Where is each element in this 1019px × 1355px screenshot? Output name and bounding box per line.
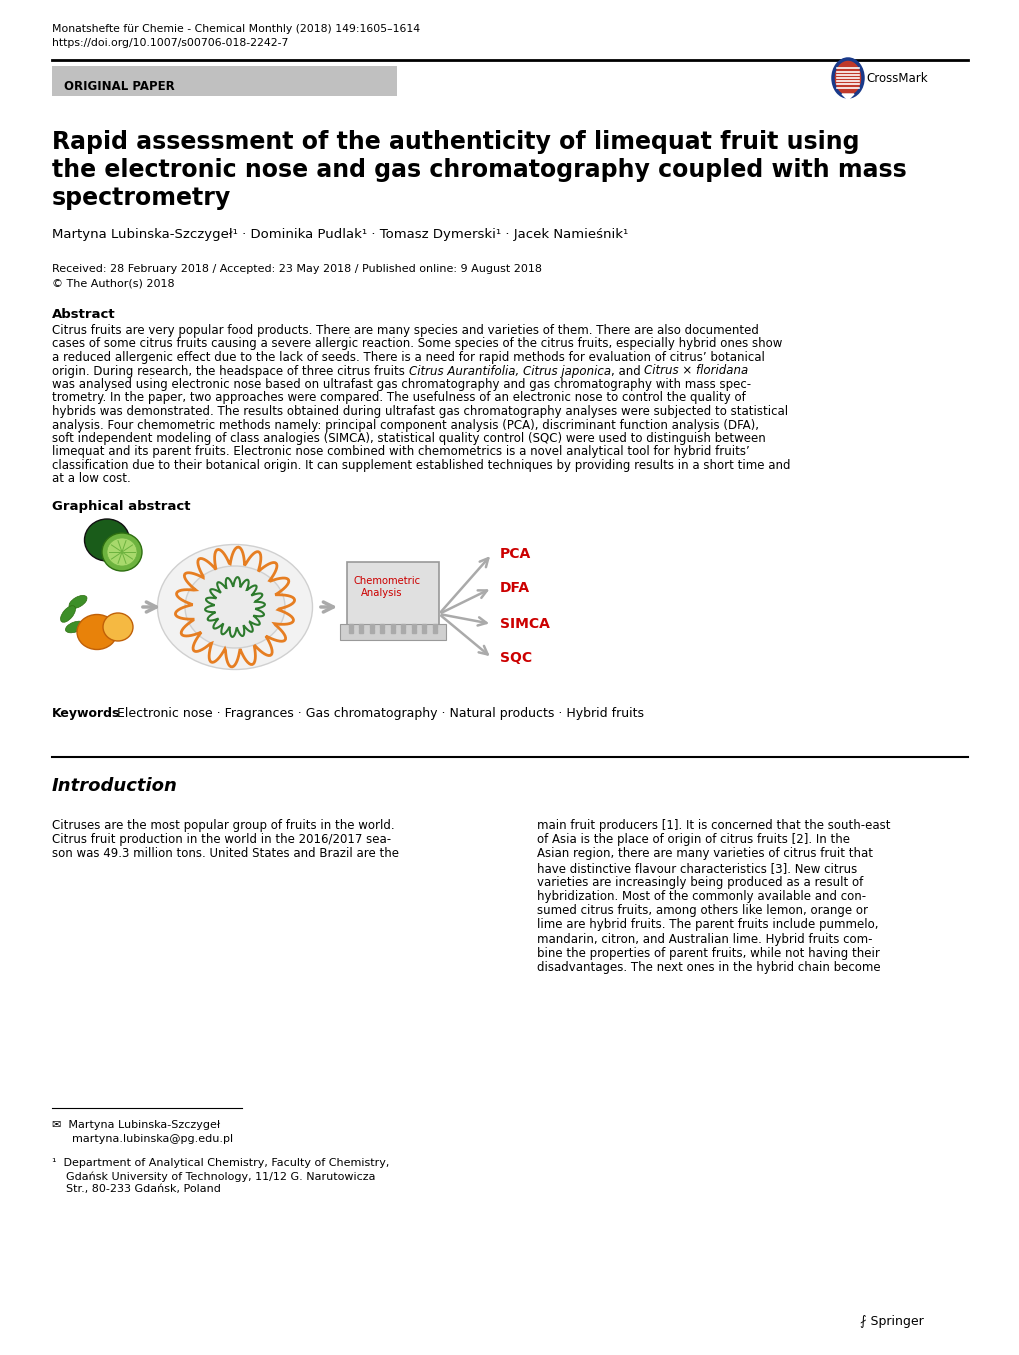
Text: soft independent modeling of class analogies (SIMCA), statistical quality contro: soft independent modeling of class analo…	[52, 432, 765, 444]
Text: was analysed using electronic nose based on ultrafast gas chromatography and gas: was analysed using electronic nose based…	[52, 378, 750, 392]
Text: PCA: PCA	[499, 547, 531, 561]
Text: Analysis: Analysis	[361, 588, 403, 598]
FancyBboxPatch shape	[339, 625, 445, 640]
Text: Citrus fruits are very popular food products. There are many species and varieti: Citrus fruits are very popular food prod…	[52, 324, 758, 337]
Ellipse shape	[85, 519, 129, 561]
Ellipse shape	[65, 621, 85, 633]
Ellipse shape	[60, 606, 75, 622]
Text: ¹  Department of Analytical Chemistry, Faculty of Chemistry,: ¹ Department of Analytical Chemistry, Fa…	[52, 1159, 389, 1168]
Bar	[52, 66, 396, 96]
Text: Electronic nose · Fragrances · Gas chromatography · Natural products · Hybrid fr: Electronic nose · Fragrances · Gas chrom…	[117, 707, 643, 720]
Text: cases of some citrus fruits causing a severe allergic reaction. Some species of : cases of some citrus fruits causing a se…	[52, 337, 782, 351]
Text: the electronic nose and gas chromatography coupled with mass: the electronic nose and gas chromatograp…	[52, 159, 906, 182]
Text: ORIGINAL PAPER: ORIGINAL PAPER	[64, 80, 174, 92]
Ellipse shape	[69, 595, 87, 608]
Text: Graphical abstract: Graphical abstract	[52, 500, 191, 514]
Text: lime are hybrid fruits. The parent fruits include pummelo,: lime are hybrid fruits. The parent fruit…	[536, 919, 877, 931]
FancyBboxPatch shape	[346, 562, 438, 626]
Text: Citrus × floridana: Citrus × floridana	[644, 364, 748, 378]
Text: SIMCA: SIMCA	[499, 617, 549, 631]
Text: disadvantages. The next ones in the hybrid chain become: disadvantages. The next ones in the hybr…	[536, 961, 879, 974]
Text: analysis. Four chemometric methods namely: principal component analysis (PCA), d: analysis. Four chemometric methods namel…	[52, 419, 758, 431]
Text: mandarin, citron, and Australian lime. Hybrid fruits com-: mandarin, citron, and Australian lime. H…	[536, 932, 871, 946]
Text: hybridization. Most of the commonly available and con-: hybridization. Most of the commonly avai…	[536, 890, 865, 902]
Ellipse shape	[76, 615, 117, 649]
Text: SQC: SQC	[499, 650, 532, 665]
Ellipse shape	[107, 538, 137, 566]
Text: DFA: DFA	[499, 581, 530, 595]
Text: Str., 80-233 Gdańsk, Poland: Str., 80-233 Gdańsk, Poland	[66, 1184, 221, 1194]
Text: classification due to their botanical origin. It can supplement established tech: classification due to their botanical or…	[52, 459, 790, 472]
Text: Citrus fruit production in the world in the 2016/2017 sea-: Citrus fruit production in the world in …	[52, 833, 390, 847]
Text: origin. During research, the headspace of three citrus fruits: origin. During research, the headspace o…	[52, 364, 409, 378]
Text: son was 49.3 million tons. United States and Brazil are the: son was 49.3 million tons. United States…	[52, 847, 398, 860]
Text: Monatshefte für Chemie - Chemical Monthly (2018) 149:1605–1614: Monatshefte für Chemie - Chemical Monthl…	[52, 24, 420, 34]
Text: Gdańsk University of Technology, 11/12 G. Narutowicza: Gdańsk University of Technology, 11/12 G…	[66, 1171, 375, 1182]
Text: of Asia is the place of origin of citrus fruits [2]. In the: of Asia is the place of origin of citrus…	[536, 833, 849, 847]
Text: ✉  Martyna Lubinska-Szczygeł: ✉ Martyna Lubinska-Szczygeł	[52, 1121, 220, 1130]
Text: © The Author(s) 2018: © The Author(s) 2018	[52, 278, 174, 289]
Text: , and: , and	[610, 364, 644, 378]
Text: Martyna Lubinska-Szczygeł¹ · Dominika Pudlak¹ · Tomasz Dymerski¹ · Jacek Namieśn: Martyna Lubinska-Szczygeł¹ · Dominika Pu…	[52, 228, 628, 241]
Text: limequat and its parent fruits. Electronic nose combined with chemometrics is a : limequat and its parent fruits. Electron…	[52, 446, 749, 458]
Text: Abstract: Abstract	[52, 308, 115, 321]
Ellipse shape	[184, 566, 284, 648]
Text: bine the properties of parent fruits, while not having their: bine the properties of parent fruits, wh…	[536, 947, 879, 959]
Text: martyna.lubinska@pg.edu.pl: martyna.lubinska@pg.edu.pl	[72, 1134, 233, 1144]
Text: sumed citrus fruits, among others like lemon, orange or: sumed citrus fruits, among others like l…	[536, 904, 867, 917]
Ellipse shape	[102, 533, 142, 570]
Polygon shape	[841, 93, 853, 100]
Ellipse shape	[103, 612, 132, 641]
Text: at a low cost.: at a low cost.	[52, 473, 130, 485]
Text: trometry. In the paper, two approaches were compared. The usefulness of an elect: trometry. In the paper, two approaches w…	[52, 392, 745, 405]
Text: Introduction: Introduction	[52, 776, 177, 795]
Text: main fruit producers [1]. It is concerned that the south-east: main fruit producers [1]. It is concerne…	[536, 818, 890, 832]
Ellipse shape	[157, 545, 312, 669]
Text: Received: 28 February 2018 / Accepted: 23 May 2018 / Published online: 9 August : Received: 28 February 2018 / Accepted: 2…	[52, 264, 541, 274]
Text: have distinctive flavour characteristics [3]. New citrus: have distinctive flavour characteristics…	[536, 862, 856, 874]
Text: ⨏ Springer: ⨏ Springer	[859, 1314, 923, 1328]
Text: Keywords: Keywords	[52, 707, 120, 720]
Text: hybrids was demonstrated. The results obtained during ultrafast gas chromatograp: hybrids was demonstrated. The results ob…	[52, 405, 788, 417]
Text: a reduced allergenic effect due to the lack of seeds. There is a need for rapid : a reduced allergenic effect due to the l…	[52, 351, 764, 364]
Text: Citrus Aurantifolia, Citrus japonica: Citrus Aurantifolia, Citrus japonica	[409, 364, 610, 378]
Text: Chemometric: Chemometric	[354, 576, 421, 585]
Text: Citruses are the most popular group of fruits in the world.: Citruses are the most popular group of f…	[52, 818, 394, 832]
Ellipse shape	[833, 60, 862, 98]
Text: varieties are increasingly being produced as a result of: varieties are increasingly being produce…	[536, 875, 862, 889]
Text: https://doi.org/10.1007/s00706-018-2242-7: https://doi.org/10.1007/s00706-018-2242-…	[52, 38, 288, 47]
Text: spectrometry: spectrometry	[52, 186, 231, 210]
Text: Rapid assessment of the authenticity of limequat fruit using: Rapid assessment of the authenticity of …	[52, 130, 859, 154]
Text: CrossMark: CrossMark	[865, 72, 926, 84]
Text: Asian region, there are many varieties of citrus fruit that: Asian region, there are many varieties o…	[536, 847, 872, 860]
